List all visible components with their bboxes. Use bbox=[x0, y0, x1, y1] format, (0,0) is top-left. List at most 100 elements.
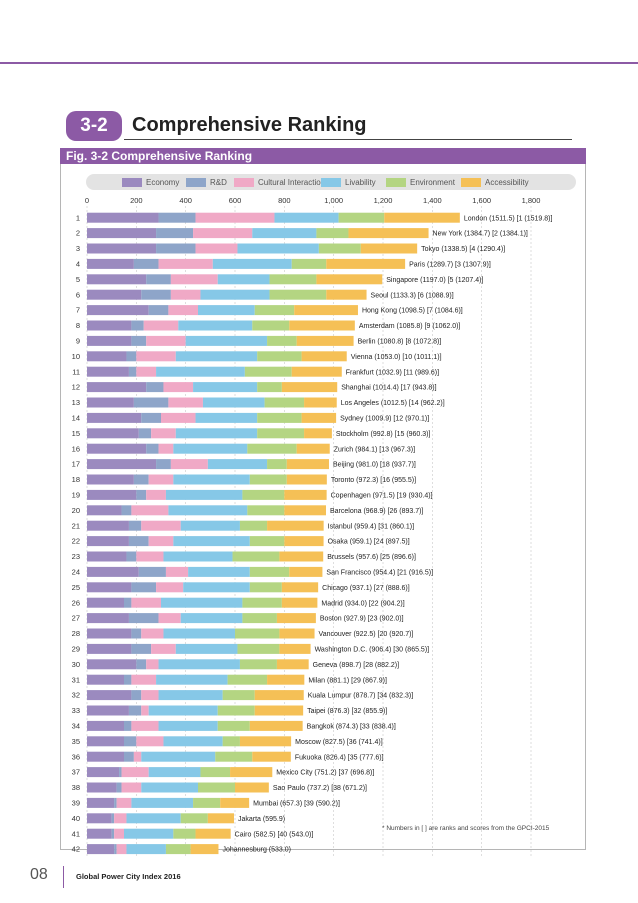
legend-item-accessibility: Accessibility bbox=[461, 177, 529, 187]
bar-vienna-economy bbox=[87, 351, 127, 362]
legend-item-rd: R&D bbox=[186, 177, 227, 187]
rank-label: 3 bbox=[76, 244, 80, 253]
bar-hong-kong-environment bbox=[254, 305, 295, 316]
bar-copenhagen-r-d bbox=[136, 489, 147, 500]
bar-barcelona-cultural-interaction bbox=[131, 505, 169, 516]
bar-taipei-livability bbox=[148, 705, 218, 716]
bar-bangkok-accessibility bbox=[249, 720, 303, 731]
section-title-underline bbox=[124, 139, 572, 140]
bar-london-environment bbox=[338, 212, 385, 223]
bar-kuala-lumpur-environment bbox=[222, 690, 255, 701]
x-tick-label: 0 bbox=[85, 196, 89, 205]
bar-vienna-accessibility bbox=[301, 351, 347, 362]
bar-moscow-economy bbox=[87, 736, 124, 747]
rank-label: 29 bbox=[72, 645, 80, 654]
bar-toronto-cultural-interaction bbox=[148, 474, 174, 485]
rank-label: 38 bbox=[72, 783, 80, 792]
bar-hong-kong-livability bbox=[198, 305, 255, 316]
city-score-label: Mumbai (657.3) [39 (590.2)] bbox=[253, 801, 340, 808]
rank-label: 30 bbox=[72, 660, 80, 669]
bar-san-francisco-cultural-interaction bbox=[165, 566, 189, 577]
rank-label: 40 bbox=[72, 814, 80, 823]
rank-label: 37 bbox=[72, 768, 80, 777]
bar-frankfurt-economy bbox=[87, 366, 129, 377]
bar-zurich-r-d bbox=[146, 443, 159, 454]
bar-cairo-livability bbox=[124, 828, 174, 839]
bar-mexico-city-cultural-interaction bbox=[121, 767, 149, 778]
bar-zurich-cultural-interaction bbox=[158, 443, 174, 454]
bar-taipei-economy bbox=[87, 705, 129, 716]
bar-los-angeles-economy bbox=[87, 397, 134, 408]
city-score-label: Stockholm (992.8) [15 (960.3)] bbox=[336, 431, 431, 438]
footer-publication-title: Global Power City Index 2016 bbox=[76, 872, 181, 881]
bar-mumbai-accessibility bbox=[220, 797, 250, 808]
bar-berlin-economy bbox=[87, 335, 132, 346]
bar-madrid-r-d bbox=[124, 597, 132, 608]
legend-swatch-cultural-interaction bbox=[234, 177, 254, 187]
city-score-label: Sao Paulo (737.2) [38 (671.2)] bbox=[273, 785, 367, 792]
bar-vienna-cultural-interaction bbox=[136, 351, 176, 362]
rank-label: 26 bbox=[72, 598, 80, 607]
city-score-label: Brussels (957.6) [25 (896.6)] bbox=[327, 554, 416, 561]
figure-title-bar bbox=[60, 148, 586, 164]
city-score-label: Amsterdam (1085.8) [9 (1062.0)] bbox=[359, 323, 461, 330]
bar-bangkok-livability bbox=[158, 720, 218, 731]
city-score-label: Vancouver (922.5) [20 (920.7)] bbox=[319, 631, 414, 638]
bar-toronto-economy bbox=[87, 474, 134, 485]
city-score-label: Jakarta (595.9) bbox=[238, 816, 285, 823]
bar-san-francisco-environment bbox=[249, 566, 290, 577]
bar-madrid-cultural-interaction bbox=[131, 597, 161, 608]
city-score-label: Copenhagen (971.5) [19 (930.4)] bbox=[331, 493, 433, 500]
bar-cairo-environment bbox=[173, 828, 196, 839]
bar-kuala-lumpur-accessibility bbox=[254, 690, 304, 701]
bar-shanghai-accessibility bbox=[281, 382, 338, 393]
bar-boston-environment bbox=[242, 613, 277, 624]
bar-bangkok-cultural-interaction bbox=[131, 720, 159, 731]
bar-milan-cultural-interaction bbox=[131, 674, 157, 685]
bar-brussels-r-d bbox=[126, 551, 137, 562]
bar-moscow-cultural-interaction bbox=[136, 736, 164, 747]
bar-sao-paulo-r-d bbox=[116, 782, 122, 793]
bar-moscow-r-d bbox=[124, 736, 137, 747]
bar-vancouver-r-d bbox=[131, 628, 142, 639]
rank-label: 14 bbox=[72, 414, 80, 423]
bar-sydney-r-d bbox=[141, 412, 161, 423]
bar-brussels-accessibility bbox=[279, 551, 324, 562]
bar-singapore-r-d bbox=[146, 274, 171, 285]
bar-new-york-r-d bbox=[156, 228, 194, 239]
bar-los-angeles-cultural-interaction bbox=[168, 397, 203, 408]
bar-san-francisco-economy bbox=[87, 566, 139, 577]
bar-hong-kong-r-d bbox=[148, 305, 169, 316]
rank-label: 6 bbox=[76, 290, 80, 299]
bar-zurich-accessibility bbox=[296, 443, 330, 454]
bar-bangkok-environment bbox=[217, 720, 250, 731]
bar-barcelona-economy bbox=[87, 505, 122, 516]
bar-copenhagen-cultural-interaction bbox=[146, 489, 166, 500]
bar-toronto-livability bbox=[173, 474, 250, 485]
bar-geneva-accessibility bbox=[276, 659, 309, 670]
rank-label: 10 bbox=[72, 352, 80, 361]
bar-san-francisco-livability bbox=[188, 566, 250, 577]
bar-singapore-environment bbox=[269, 274, 317, 285]
bar-copenhagen-environment bbox=[242, 489, 285, 500]
x-tick-label: 1,200 bbox=[374, 196, 393, 205]
bar-washington-d-c-r-d bbox=[131, 643, 152, 654]
section-title: Comprehensive Ranking bbox=[132, 114, 367, 136]
city-score-label: Milan (881.1) [29 (867.9)] bbox=[308, 677, 387, 684]
bar-copenhagen-economy bbox=[87, 489, 137, 500]
bar-washington-d-c-livability bbox=[175, 643, 238, 654]
bar-vienna-livability bbox=[175, 351, 258, 362]
bar-london-economy bbox=[87, 212, 159, 223]
city-score-label: Kuala Lumpur (878.7) [34 (832.3)] bbox=[308, 693, 414, 700]
rank-label: 34 bbox=[72, 722, 80, 731]
rank-label: 18 bbox=[72, 475, 80, 484]
bar-milan-environment bbox=[227, 674, 268, 685]
bar-vancouver-cultural-interaction bbox=[141, 628, 164, 639]
bar-beijing-livability bbox=[207, 459, 268, 470]
bar-osaka-r-d bbox=[128, 536, 149, 547]
bar-mumbai-livability bbox=[131, 797, 194, 808]
legend-label-economy: Economy bbox=[146, 177, 180, 187]
rank-label: 27 bbox=[72, 614, 80, 623]
bar-vancouver-economy bbox=[87, 628, 132, 639]
bar-istanbul-accessibility bbox=[267, 520, 324, 531]
